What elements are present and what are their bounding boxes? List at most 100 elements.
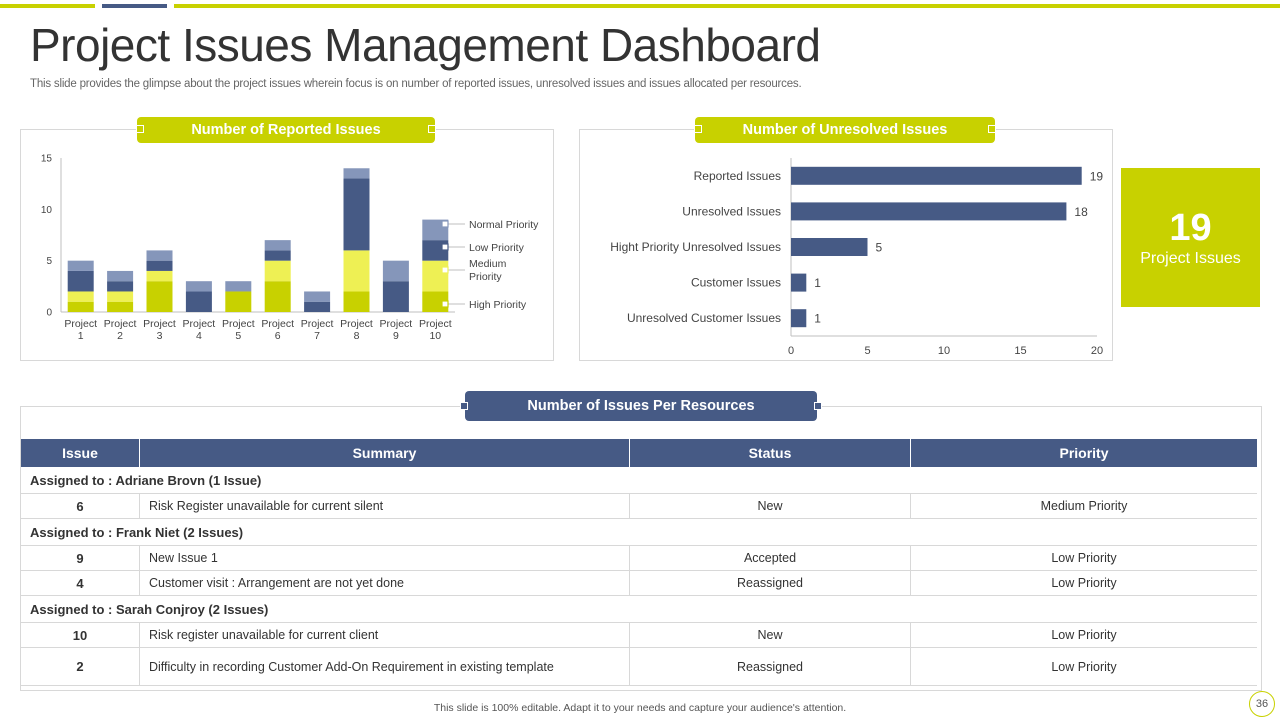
bar-segment [343, 178, 370, 251]
reported-issues-title: Number of Reported Issues [191, 122, 381, 138]
bar-segment [107, 281, 134, 292]
project-issues-kpi: 19 Project Issues [1121, 168, 1260, 307]
header-nub-left [136, 125, 144, 133]
table-row: 9 New Issue 1 Accepted Low Priority [21, 545, 1257, 571]
x-tick-label: 2 [117, 330, 123, 342]
top-accent-bar-right [174, 4, 1280, 8]
x-tick-label: Project [261, 318, 294, 330]
issue-status: Reassigned [629, 647, 911, 686]
bar-segment [67, 270, 94, 292]
header-nub-right [428, 125, 436, 133]
table-row: 10 Risk register unavailable for current… [21, 622, 1257, 648]
bar-segment [264, 260, 291, 282]
issue-status: New [629, 622, 911, 648]
issue-priority: Low Priority [910, 545, 1257, 571]
bar-segment [343, 168, 370, 179]
bar-segment [264, 281, 291, 312]
data-label: 19 [1090, 169, 1104, 183]
bar [791, 273, 807, 292]
resources-title: Number of Issues Per Resources [527, 398, 755, 414]
x-tick-label: Project [183, 318, 216, 330]
x-tick-label: 5 [864, 345, 870, 357]
group-row: Assigned to : Adriane Brovn (1 Issue) [21, 467, 1257, 494]
bar-segment [225, 281, 252, 292]
column-header-summary: Summary [139, 439, 630, 467]
page-subtitle: This slide provides the glimpse about th… [30, 78, 802, 90]
group-row: Assigned to : Frank Niet (2 Issues) [21, 518, 1257, 546]
x-tick-label: Project [380, 318, 413, 330]
bar-segment [146, 281, 173, 312]
x-tick-label: 9 [393, 330, 399, 342]
x-tick-label: Project [143, 318, 176, 330]
issue-priority: Low Priority [910, 570, 1257, 596]
header-nub-right [814, 402, 822, 410]
issue-id: 10 [21, 622, 140, 648]
table-row: 6 Risk Register unavailable for current … [21, 493, 1257, 519]
bar [791, 309, 807, 328]
bar-segment [146, 250, 173, 261]
legend-label: Normal Priority [469, 219, 539, 231]
category-label: Unresolved Issues [682, 204, 781, 218]
bar-segment [185, 281, 212, 292]
bar-segment [107, 301, 134, 312]
column-header-status: Status [629, 439, 911, 467]
reported-issues-header: Number of Reported Issues [136, 117, 436, 143]
bar-segment [185, 291, 212, 312]
group-row: Assigned to : Sarah Conjroy (2 Issues) [21, 595, 1257, 623]
bar [791, 238, 868, 256]
unresolved-issues-header: Number of Unresolved Issues [694, 117, 996, 143]
x-tick-label: Project [222, 318, 255, 330]
issue-priority: Medium Priority [910, 493, 1257, 519]
bar-segment [382, 260, 409, 282]
data-label: 1 [814, 312, 821, 326]
issue-id: 4 [21, 570, 140, 596]
assigned-label: Assigned to : Adriane Brovn (1 Issue) [21, 467, 1257, 494]
bar-segment [264, 240, 291, 251]
bar-segment [107, 270, 134, 282]
page-number: 36 [1249, 691, 1275, 717]
x-tick-label: Project [64, 318, 97, 330]
unresolved-issues-title: Number of Unresolved Issues [742, 122, 948, 138]
legend-marker [441, 266, 449, 274]
resources-header: Number of Issues Per Resources [460, 391, 822, 421]
legend-marker [441, 243, 449, 251]
x-tick-label: 20 [1091, 345, 1103, 357]
issue-id: 9 [21, 545, 140, 571]
legend-marker [441, 300, 449, 308]
assigned-label: Assigned to : Sarah Conjroy (2 Issues) [21, 595, 1257, 623]
kpi-label: Project Issues [1140, 250, 1241, 267]
category-label: Customer Issues [691, 276, 781, 290]
x-tick-label: 7 [314, 330, 320, 342]
bar-segment [264, 250, 291, 261]
issue-status: New [629, 493, 911, 519]
issue-status: Accepted [629, 545, 911, 571]
issue-summary: Risk register unavailable for current cl… [139, 622, 630, 648]
table-header-row: Issue Summary Status Priority [21, 439, 1257, 467]
bar-segment [343, 250, 370, 292]
legend-marker [441, 220, 449, 228]
bar-segment [67, 291, 94, 302]
resources-table: Issue Summary Status Priority Assigned t… [21, 439, 1257, 686]
header-nub-left [460, 402, 468, 410]
category-label: Reported Issues [694, 169, 781, 183]
header-nub-right [988, 125, 996, 133]
data-label: 5 [876, 241, 883, 255]
y-tick-label: 0 [46, 308, 52, 319]
y-tick-label: 5 [46, 256, 52, 267]
bar-segment [107, 291, 134, 302]
issue-priority: Low Priority [910, 647, 1257, 686]
x-tick-label: 0 [788, 345, 794, 357]
x-tick-label: 3 [157, 330, 163, 342]
issue-summary: Risk Register unavailable for current si… [139, 493, 630, 519]
y-tick-label: 10 [41, 205, 53, 216]
category-label: Unresolved Customer Issues [627, 311, 781, 325]
x-tick-label: Project [419, 318, 452, 330]
issue-summary: Customer visit : Arrangement are not yet… [139, 570, 630, 596]
legend-label: Priority [469, 271, 502, 283]
column-header-issue: Issue [21, 439, 140, 467]
issue-summary: New Issue 1 [139, 545, 630, 571]
reported-issues-chart: 051015Project1Project2Project3Project4Pr… [41, 154, 539, 343]
bar-segment [304, 301, 331, 312]
table-row: 2 Difficulty in recording Customer Add-O… [21, 647, 1257, 686]
